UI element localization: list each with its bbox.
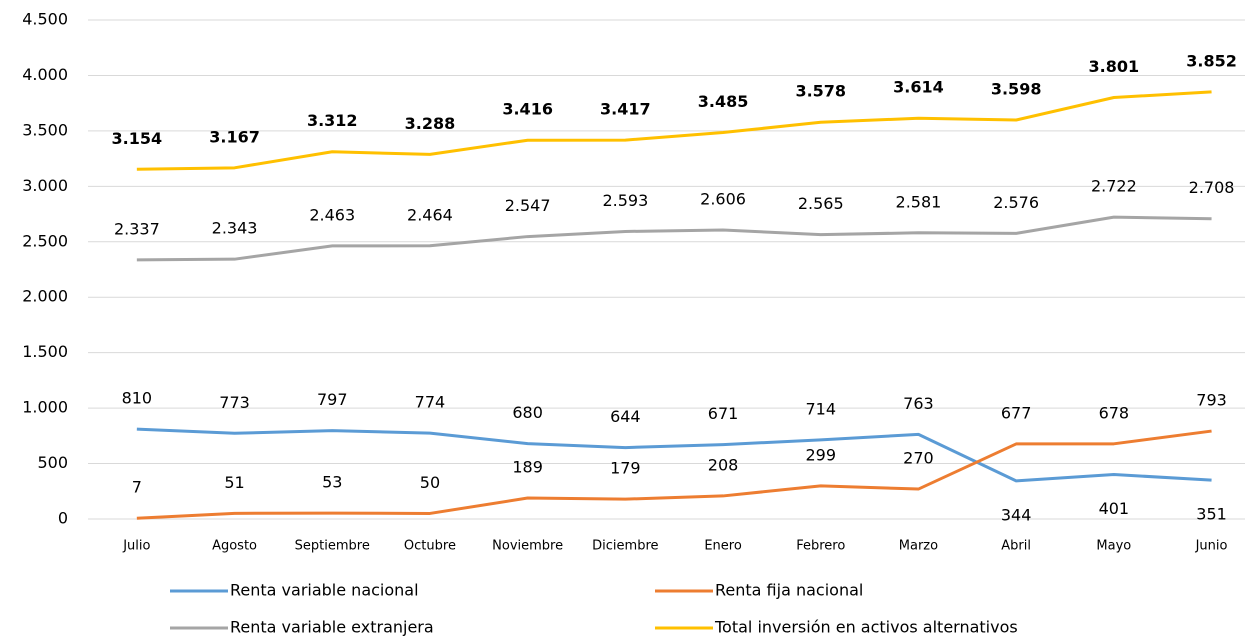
data-label: 2.593	[602, 191, 648, 210]
data-label: 3.485	[698, 92, 749, 111]
data-label: 2.343	[212, 219, 258, 238]
x-tick-label: Abril	[1001, 539, 1031, 554]
x-tick-label: Mayo	[1096, 539, 1131, 554]
y-tick-label: 0	[58, 509, 68, 528]
data-label: 677	[1001, 403, 1032, 422]
x-tick-label: Julio	[122, 539, 150, 554]
legend-label: Renta fija nacional	[715, 581, 863, 600]
data-label: 2.547	[505, 196, 551, 215]
x-tick-label: Noviembre	[492, 539, 563, 554]
data-label: 3.312	[307, 111, 358, 130]
x-tick-label: Marzo	[899, 539, 938, 554]
data-label: 644	[610, 407, 641, 426]
data-label: 763	[903, 394, 934, 413]
data-label: 179	[610, 459, 641, 478]
data-label: 344	[1001, 505, 1032, 524]
x-tick-label: Junio	[1195, 539, 1228, 554]
x-tick-label: Septiembre	[295, 539, 370, 554]
data-label: 50	[420, 473, 440, 492]
y-tick-label: 1.000	[22, 398, 68, 417]
data-label: 3.167	[209, 127, 260, 146]
y-tick-label: 2.500	[22, 231, 68, 250]
legend-label: Total inversión en activos alternativos	[714, 618, 1018, 637]
data-label: 3.416	[502, 100, 553, 119]
x-tick-label: Febrero	[796, 539, 845, 554]
y-tick-label: 3.000	[22, 176, 68, 195]
data-label: 2.576	[993, 193, 1039, 212]
x-tick-label: Agosto	[212, 539, 257, 554]
data-label: 3.288	[405, 114, 456, 133]
data-label: 2.722	[1091, 177, 1137, 196]
data-label: 53	[322, 473, 342, 492]
x-tick-label: Octubre	[404, 539, 456, 554]
data-label: 3.417	[600, 100, 651, 119]
data-label: 51	[224, 473, 244, 492]
data-label: 714	[805, 399, 836, 418]
data-label: 774	[415, 393, 446, 412]
data-label: 793	[1196, 391, 1227, 410]
data-label: 3.852	[1186, 51, 1237, 70]
data-label: 351	[1196, 505, 1227, 524]
y-tick-label: 500	[37, 453, 68, 472]
data-label: 2.337	[114, 219, 160, 238]
data-label: 680	[512, 403, 543, 422]
y-tick-label: 4.500	[22, 10, 68, 29]
x-tick-label: Enero	[704, 539, 742, 554]
legend-label: Renta variable extranjera	[230, 618, 434, 637]
data-label: 189	[512, 458, 543, 477]
data-label: 773	[219, 393, 250, 412]
data-label: 3.614	[893, 78, 944, 97]
y-tick-label: 3.500	[22, 120, 68, 139]
series-line	[136, 429, 1212, 520]
data-label: 270	[903, 449, 934, 468]
y-tick-label: 1.500	[22, 342, 68, 361]
legend-label: Renta variable nacional	[230, 581, 419, 600]
data-label: 2.565	[798, 194, 844, 213]
data-label: 2.708	[1189, 178, 1235, 197]
series-line	[136, 215, 1212, 262]
data-label: 2.463	[309, 205, 355, 224]
data-label: 2.464	[407, 205, 453, 224]
y-tick-label: 4.000	[22, 65, 68, 84]
y-tick-label: 2.000	[22, 287, 68, 306]
series-line	[136, 427, 1212, 483]
series-line	[136, 90, 1212, 171]
data-label: 7	[132, 478, 142, 497]
data-label: 671	[708, 404, 739, 423]
data-label: 797	[317, 390, 348, 409]
data-label: 401	[1099, 499, 1130, 518]
data-label: 208	[708, 455, 739, 474]
data-label: 2.606	[700, 190, 746, 209]
data-label: 299	[805, 445, 836, 464]
data-label: 3.598	[991, 80, 1042, 99]
x-tick-label: Diciembre	[592, 539, 658, 554]
data-label: 3.154	[112, 129, 163, 148]
data-label: 678	[1099, 403, 1130, 422]
data-label: 3.578	[795, 82, 846, 101]
data-label: 3.801	[1089, 57, 1140, 76]
data-label: 2.581	[896, 192, 942, 211]
data-label: 810	[122, 389, 153, 408]
